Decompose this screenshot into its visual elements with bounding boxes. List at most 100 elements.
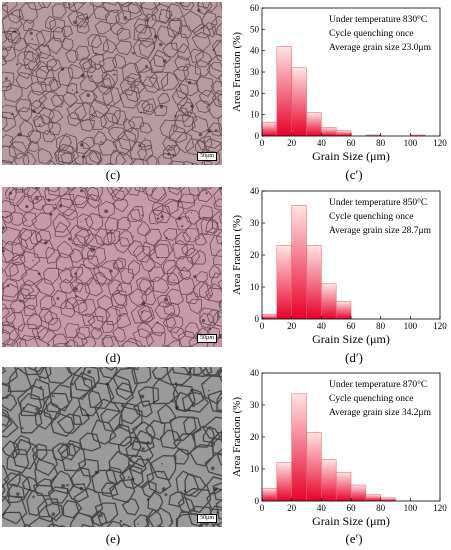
spot — [165, 236, 168, 240]
grain — [88, 110, 108, 130]
x-tick-label: 0 — [260, 503, 265, 513]
grain — [2, 46, 17, 62]
spot — [38, 377, 42, 380]
grain — [23, 304, 38, 317]
spot — [109, 269, 113, 273]
grain — [141, 98, 157, 113]
grain — [178, 266, 192, 281]
grain-boundaries — [2, 187, 222, 347]
grain — [127, 454, 147, 475]
grain — [46, 58, 62, 72]
grain — [208, 54, 222, 72]
grain — [27, 312, 43, 330]
grain — [140, 309, 154, 324]
grain — [8, 141, 29, 160]
grain — [131, 158, 145, 165]
annotation-line: Average grain size 34.2μm — [329, 408, 432, 418]
grain — [131, 430, 155, 453]
bar-55 — [335, 301, 352, 320]
grain — [149, 54, 166, 73]
grain — [24, 367, 46, 376]
grain — [186, 291, 199, 305]
chart-caption-d: (d′) — [344, 350, 363, 365]
x-tick-label: 80 — [376, 503, 386, 513]
grain — [213, 188, 222, 208]
panel-row-c: 50μm (c) 0 20 40 60 80 100 120 0 10 20 30 40 50 60 Gra… — [0, 0, 451, 185]
spot — [74, 272, 78, 276]
grain — [206, 326, 221, 344]
grain — [215, 499, 222, 520]
y-tick-label: 20 — [250, 432, 260, 442]
grain — [116, 282, 133, 297]
x-tick-label: 120 — [433, 138, 447, 148]
spot — [184, 25, 186, 28]
grain — [7, 367, 33, 393]
grain — [32, 449, 59, 477]
grain — [177, 43, 192, 61]
grain — [220, 429, 222, 443]
spot — [61, 483, 66, 488]
y-tick-label: 60 — [250, 3, 260, 13]
grain — [11, 438, 38, 470]
grain — [137, 144, 154, 162]
grain — [2, 324, 19, 346]
grain — [218, 74, 222, 88]
spot — [190, 388, 193, 392]
spot — [117, 270, 120, 272]
grain — [11, 254, 26, 266]
spot — [183, 489, 187, 493]
grain — [49, 18, 66, 33]
grain — [73, 332, 89, 347]
grain — [131, 421, 156, 445]
spot — [38, 336, 41, 339]
grain — [37, 148, 54, 165]
x-tick-label: 0 — [260, 321, 265, 331]
grain — [120, 340, 139, 347]
spot — [157, 256, 160, 259]
grain — [177, 276, 196, 295]
panel-row-d: 50μm (d) 0 20 40 60 80 100 120 0 10 20 30 40 Grain S… — [0, 185, 451, 370]
spot — [54, 203, 57, 206]
grain — [217, 93, 222, 106]
spot — [51, 394, 54, 397]
grain — [121, 497, 140, 516]
grain — [43, 401, 62, 421]
grain — [88, 151, 103, 164]
spot — [17, 132, 22, 137]
spot — [74, 287, 78, 291]
grain — [109, 22, 124, 36]
grain — [107, 126, 126, 142]
grain — [2, 408, 11, 427]
bar-5 — [261, 487, 278, 502]
spot — [207, 129, 211, 133]
grain — [55, 134, 72, 152]
x-tick-label: 80 — [376, 138, 386, 148]
grain — [2, 511, 27, 527]
grain — [159, 429, 182, 450]
grain — [203, 130, 222, 149]
grain — [65, 49, 79, 64]
grain — [27, 367, 44, 373]
grain — [195, 75, 214, 98]
grain — [81, 336, 97, 347]
grain — [93, 5, 110, 21]
x-axis-label: Grain Size (μm) — [312, 149, 390, 163]
grain — [102, 38, 118, 54]
x-tick-label: 20 — [287, 138, 297, 148]
grain — [152, 205, 171, 224]
spot — [29, 489, 32, 492]
grain — [69, 512, 95, 527]
scale-bar-e: 50μm — [197, 514, 217, 523]
bar-15 — [276, 46, 292, 137]
grain — [215, 22, 222, 38]
x-axis-label: Grain Size (μm) — [312, 514, 390, 528]
spot — [198, 133, 203, 137]
grain — [2, 31, 14, 52]
grain — [62, 91, 79, 108]
x-axis-label: Grain Size (μm) — [312, 332, 390, 346]
spot — [94, 470, 99, 474]
spot — [140, 310, 143, 313]
grain — [213, 249, 222, 266]
grain — [170, 32, 190, 54]
spot — [173, 279, 175, 281]
